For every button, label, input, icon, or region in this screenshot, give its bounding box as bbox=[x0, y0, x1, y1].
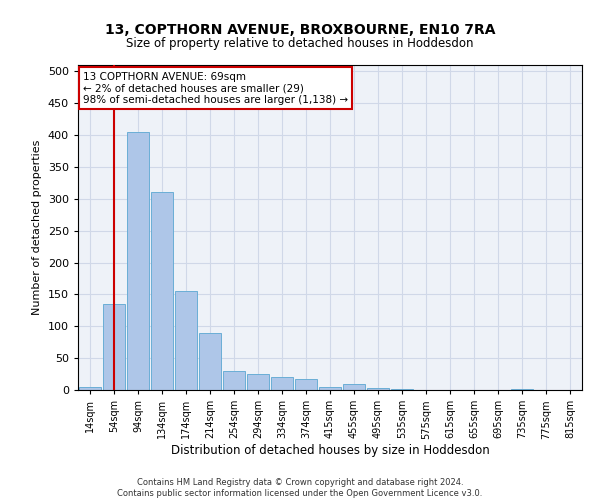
Text: 13, COPTHORN AVENUE, BROXBOURNE, EN10 7RA: 13, COPTHORN AVENUE, BROXBOURNE, EN10 7R… bbox=[105, 22, 495, 36]
Bar bbox=[319, 387, 341, 390]
Bar bbox=[295, 378, 317, 390]
Text: Contains HM Land Registry data © Crown copyright and database right 2024.
Contai: Contains HM Land Registry data © Crown c… bbox=[118, 478, 482, 498]
Bar bbox=[343, 384, 365, 390]
Bar bbox=[199, 332, 221, 390]
Bar bbox=[271, 378, 293, 390]
Bar bbox=[223, 371, 245, 390]
Bar bbox=[151, 192, 173, 390]
Bar bbox=[127, 132, 149, 390]
Bar bbox=[175, 291, 197, 390]
Bar bbox=[103, 304, 125, 390]
Y-axis label: Number of detached properties: Number of detached properties bbox=[32, 140, 42, 315]
Bar bbox=[247, 374, 269, 390]
X-axis label: Distribution of detached houses by size in Hoddesdon: Distribution of detached houses by size … bbox=[170, 444, 490, 457]
Text: Size of property relative to detached houses in Hoddesdon: Size of property relative to detached ho… bbox=[126, 38, 474, 51]
Bar bbox=[79, 387, 101, 390]
Bar bbox=[367, 388, 389, 390]
Text: 13 COPTHORN AVENUE: 69sqm
← 2% of detached houses are smaller (29)
98% of semi-d: 13 COPTHORN AVENUE: 69sqm ← 2% of detach… bbox=[83, 72, 348, 104]
